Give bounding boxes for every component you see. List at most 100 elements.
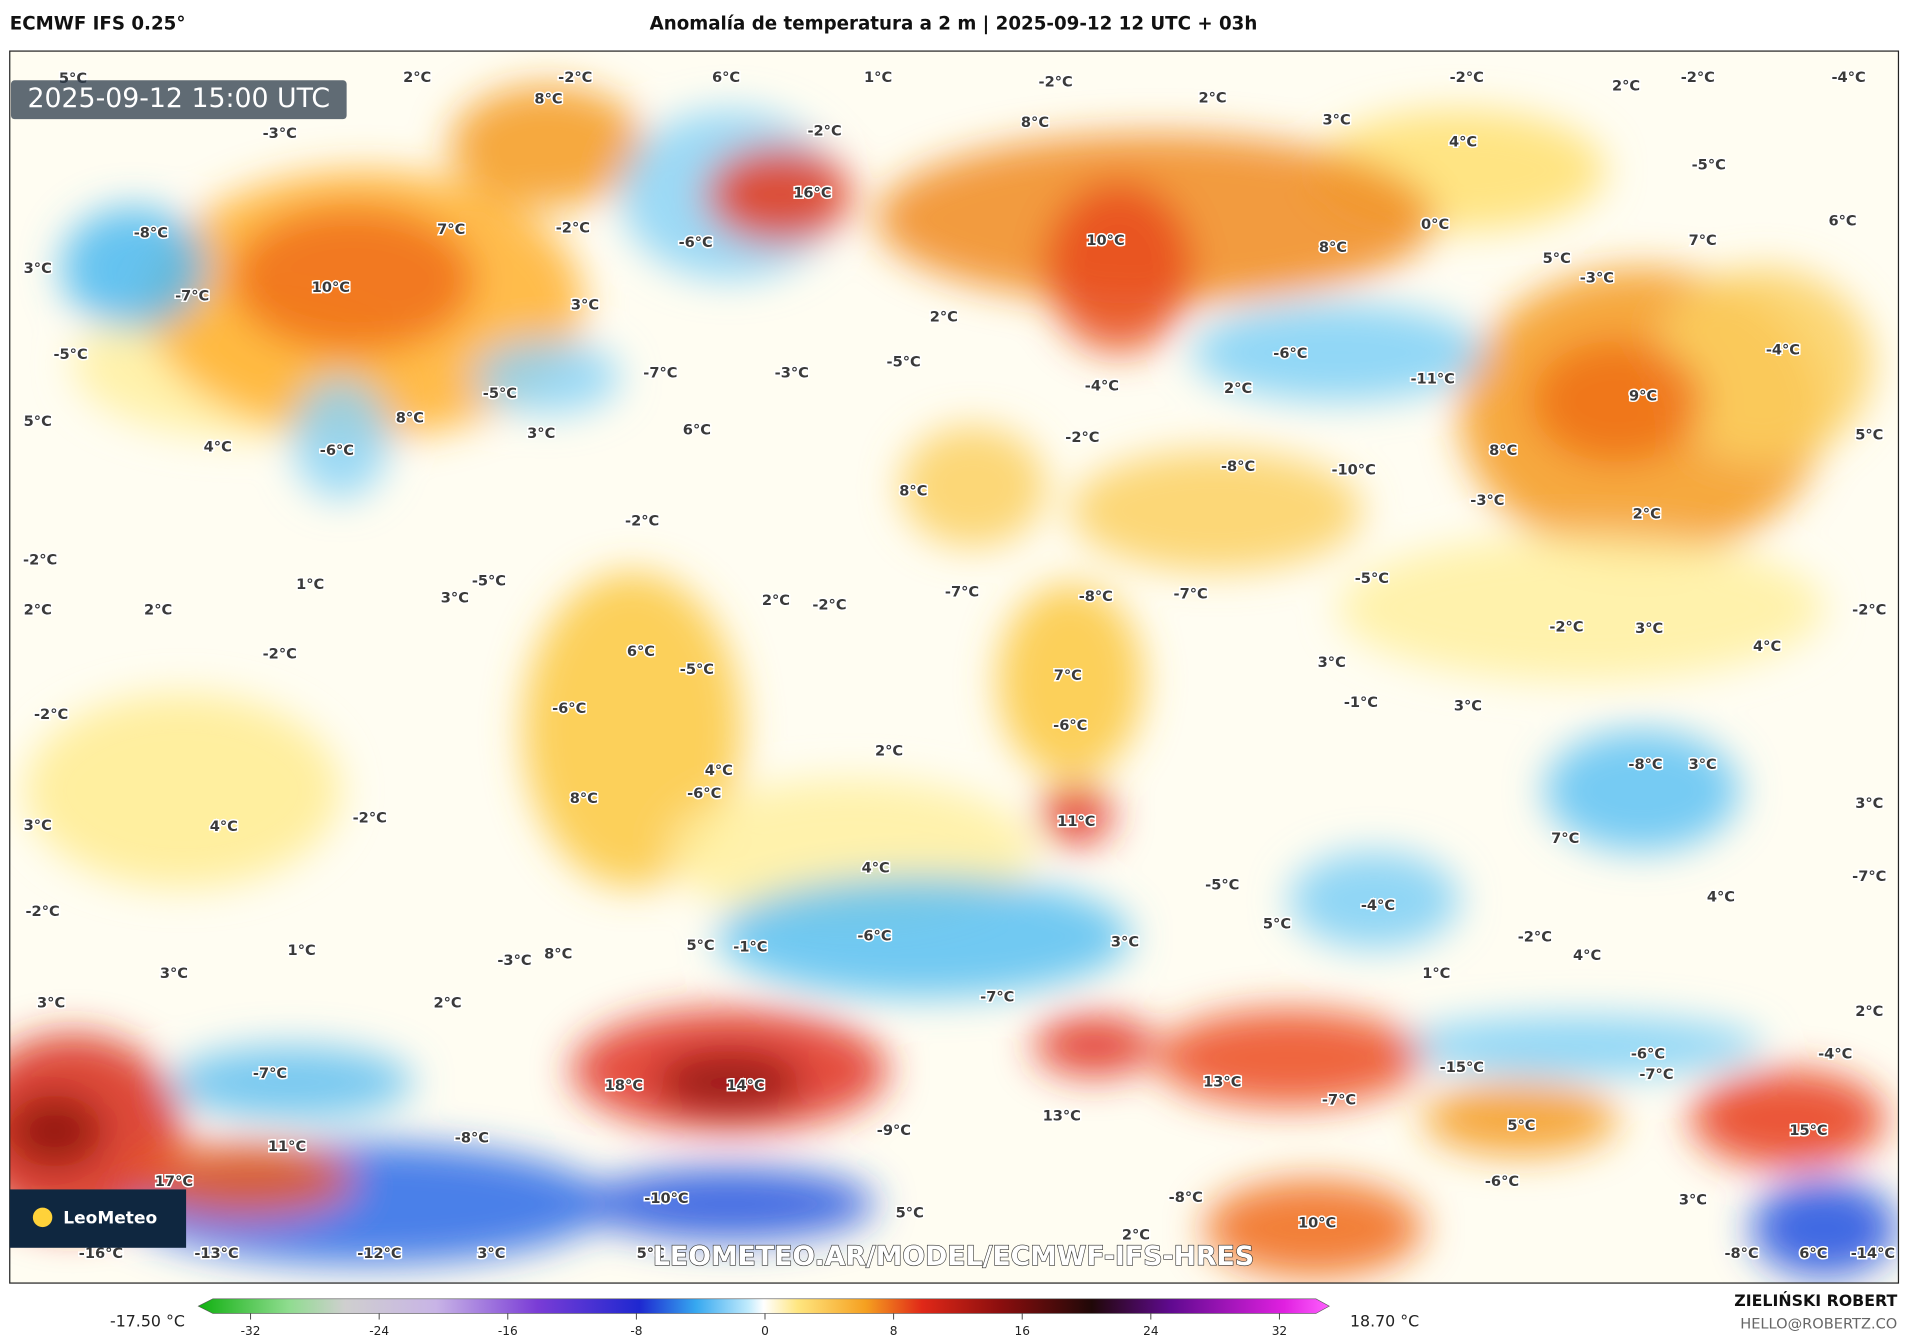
- anomaly-patch: [1532, 340, 1703, 463]
- temperature-label: -4°C: [1832, 69, 1866, 86]
- temperature-label: -14°C: [1851, 1245, 1895, 1262]
- anomaly-patch: [1045, 182, 1192, 353]
- map-labels: 5°C 2°C -2°C 6°C 1°C -2°C 2°C -2°C 2°C -2°C -4°C 8°…: [22, 67, 1897, 1263]
- temperature-label: -6°C: [687, 785, 721, 802]
- temperature-label: 3°C: [1318, 654, 1346, 671]
- anomaly-patch: [60, 206, 207, 329]
- temperature-label: 3°C: [1855, 795, 1883, 812]
- anomaly-patch: [170, 1045, 414, 1119]
- timestamp-box: [10, 80, 347, 120]
- temperature-label: 3°C: [1679, 1191, 1707, 1208]
- colorbar-tick-label: -16: [498, 1324, 518, 1338]
- colorbar-max: 18.70 °C: [1350, 1311, 1419, 1330]
- temperature-label: 18°C: [605, 1077, 643, 1094]
- temperature-label: -2°C: [263, 645, 297, 662]
- temperature-label: 4°C: [862, 859, 890, 876]
- temperature-label: -7°C: [643, 364, 677, 381]
- temperature-label: 10°C: [1298, 1214, 1336, 1231]
- anomaly-patch: [1654, 267, 1873, 463]
- timestamp: 2025-09-12 15:00 UTC: [28, 83, 331, 114]
- temperature-label: -12°C: [357, 1245, 401, 1262]
- temperature-label: -2°C: [353, 809, 387, 826]
- temperature-label: -7°C: [1852, 868, 1886, 885]
- temperature-label: 4°C: [204, 439, 232, 456]
- temperature-label: 5°C: [686, 937, 714, 954]
- temperature-label: -10°C: [1331, 462, 1375, 479]
- anomaly-field: [9, 85, 1898, 1277]
- temperature-label: -5°C: [680, 661, 714, 678]
- temperature-label: -6°C: [1273, 345, 1307, 362]
- temperature-label: -2°C: [1852, 602, 1886, 619]
- colorbar-tick-label: 24: [1143, 1324, 1159, 1338]
- temperature-label: -6°C: [679, 234, 713, 251]
- anomaly-patch: [1751, 1179, 1898, 1277]
- anomaly-patch: [717, 875, 1132, 998]
- temperature-label: -2°C: [1039, 74, 1073, 91]
- temperature-label: 4°C: [1449, 133, 1477, 150]
- temperature-label: -6°C: [1053, 717, 1087, 734]
- temperature-label: 3°C: [24, 260, 52, 277]
- temperature-label: 4°C: [1573, 947, 1601, 964]
- temperature-label: 3°C: [1323, 111, 1351, 128]
- temperature-label: -2°C: [1549, 619, 1583, 636]
- anomaly-patch: [1039, 784, 1113, 846]
- colorbar-ticks: -32 -24 -16 -8 0 8 16 24 32: [241, 1313, 1287, 1338]
- temperature-label: -10°C: [644, 1190, 688, 1207]
- temperature-label: 3°C: [24, 817, 52, 834]
- anomaly-patch: [1191, 304, 1484, 402]
- anomaly-patch: [1690, 1070, 1886, 1168]
- map-area: 5°C 2°C -2°C 6°C 1°C -2°C 2°C -2°C 2°C -2°C -4°C 8°…: [9, 51, 1899, 1284]
- temperature-label: -2°C: [558, 69, 592, 86]
- temperature-label: 1°C: [296, 576, 324, 593]
- temperature-label: 2°C: [144, 602, 172, 619]
- temperature-label: -11°C: [1411, 370, 1455, 387]
- temperature-label: 8°C: [570, 790, 598, 807]
- temperature-label: -8°C: [134, 225, 168, 242]
- anomaly-patch: [1070, 449, 1363, 572]
- temperature-label: 16°C: [793, 184, 831, 201]
- temperature-label: -7°C: [1174, 586, 1208, 603]
- anomaly-patch: [474, 340, 621, 414]
- anomaly-patch: [1204, 1179, 1423, 1277]
- temperature-label: -2°C: [23, 552, 57, 569]
- temperature-label: -2°C: [625, 513, 659, 530]
- temperature-label: 0°C: [1421, 216, 1449, 233]
- colorbar-tick-label: -32: [241, 1324, 261, 1338]
- anomaly-patch: [1337, 535, 1825, 682]
- temperature-label: 3°C: [571, 296, 599, 313]
- email: HELLO@ROBERTZ.CO: [1740, 1315, 1897, 1332]
- temperature-label: 6°C: [627, 643, 655, 660]
- anomaly-patch: [583, 1167, 876, 1241]
- temperature-label: 17°C: [155, 1173, 193, 1190]
- temperature-label: -2°C: [812, 597, 846, 614]
- anomaly-patch: [1289, 851, 1460, 949]
- temperature-label: 3°C: [1454, 698, 1482, 715]
- temperature-label: -2°C: [25, 903, 59, 920]
- temperature-label: 6°C: [1828, 212, 1856, 229]
- colorbar-tick-label: 32: [1272, 1324, 1287, 1338]
- temperature-label: -6°C: [1485, 1173, 1519, 1190]
- anomaly-patch: [9, 1094, 104, 1168]
- temperature-label: -7°C: [945, 583, 979, 600]
- temperature-label: 4°C: [210, 818, 238, 835]
- temperature-label: 2°C: [762, 592, 790, 609]
- temperature-label: -3°C: [1470, 492, 1504, 509]
- temperature-label: 4°C: [1707, 889, 1735, 906]
- temperature-label: 8°C: [396, 409, 424, 426]
- temperature-label: -4°C: [1766, 341, 1800, 358]
- temperature-label: -6°C: [857, 927, 891, 944]
- temperature-label: 2°C: [1122, 1227, 1150, 1244]
- anomaly-patch: [133, 1143, 353, 1217]
- map-title: Anomalía de temperatura a 2 m | 2025-09-…: [650, 13, 1258, 34]
- temperature-label: 1°C: [288, 942, 316, 959]
- temperature-label: 13°C: [1043, 1107, 1081, 1124]
- temperature-label: -7°C: [175, 288, 209, 305]
- temperature-label: 1°C: [864, 69, 892, 86]
- temperature-label: -5°C: [1692, 156, 1726, 173]
- temperature-label: -8°C: [1724, 1245, 1758, 1262]
- temperature-label: -8°C: [1221, 458, 1255, 475]
- temperature-label: 5°C: [1263, 915, 1291, 932]
- temperature-label: 3°C: [441, 589, 469, 606]
- temperature-label: -6°C: [552, 700, 586, 717]
- temperature-label: 6°C: [1799, 1245, 1827, 1262]
